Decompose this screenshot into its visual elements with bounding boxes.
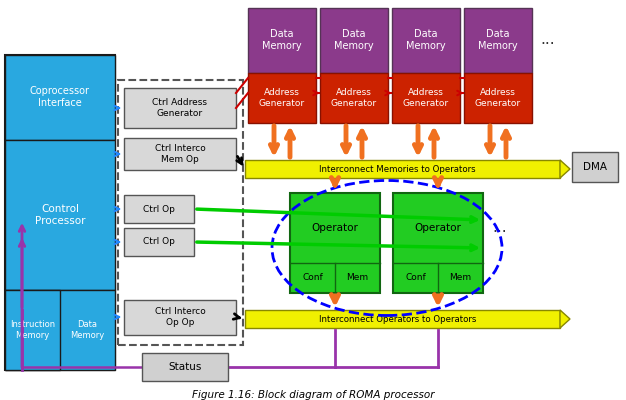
Text: Address
Generator: Address Generator: [403, 88, 449, 108]
Text: Address
Generator: Address Generator: [259, 88, 305, 108]
Text: Data
Memory: Data Memory: [262, 29, 302, 51]
Text: ...: ...: [493, 220, 507, 236]
Text: DMA: DMA: [583, 162, 607, 172]
Text: Data
Memory: Data Memory: [406, 29, 446, 51]
Bar: [5, 290, 115, 370]
Bar: [124, 195, 194, 223]
Bar: [245, 160, 560, 178]
Bar: [393, 193, 483, 293]
Text: Address
Generator: Address Generator: [475, 88, 521, 108]
Bar: [118, 80, 243, 345]
Polygon shape: [560, 160, 570, 178]
Bar: [464, 73, 532, 123]
Text: Figure 1.16: Block diagram of ROMA processor: Figure 1.16: Block diagram of ROMA proce…: [192, 390, 434, 400]
Bar: [5, 55, 115, 370]
Bar: [124, 300, 236, 335]
Bar: [572, 152, 618, 182]
Text: Address
Generator: Address Generator: [331, 88, 377, 108]
Bar: [124, 138, 236, 170]
Text: Operator: Operator: [414, 223, 461, 233]
Bar: [392, 8, 460, 73]
Bar: [245, 310, 560, 328]
Bar: [464, 8, 532, 73]
Text: ...: ...: [541, 32, 555, 48]
Text: Interconnect Memories to Operators: Interconnect Memories to Operators: [319, 164, 476, 174]
Text: Operator: Operator: [312, 223, 359, 233]
Bar: [248, 8, 316, 73]
Text: Mem: Mem: [346, 274, 369, 282]
Text: Ctrl Interco
Mem Op: Ctrl Interco Mem Op: [155, 144, 205, 164]
Polygon shape: [560, 310, 570, 328]
Text: Data
Memory: Data Memory: [478, 29, 518, 51]
Text: Ctrl Op: Ctrl Op: [143, 204, 175, 214]
Bar: [5, 55, 115, 140]
Text: Coprocessor
Interface: Coprocessor Interface: [30, 86, 90, 108]
Bar: [142, 353, 228, 381]
Bar: [124, 88, 236, 128]
Text: Ctrl Op: Ctrl Op: [143, 238, 175, 246]
Text: Data
Memory: Data Memory: [334, 29, 374, 51]
Text: Ctrl Address
Generator: Ctrl Address Generator: [153, 98, 207, 118]
Bar: [290, 193, 380, 293]
Text: Ctrl Interco
Op Op: Ctrl Interco Op Op: [155, 307, 205, 327]
Text: Status: Status: [168, 362, 202, 372]
Text: Interconnect Operators to Operators: Interconnect Operators to Operators: [319, 314, 476, 324]
Text: Conf: Conf: [405, 274, 426, 282]
Text: Data
Memory: Data Memory: [70, 320, 105, 340]
Bar: [5, 140, 115, 290]
Text: Mem: Mem: [449, 274, 471, 282]
Text: Instruction
Memory: Instruction Memory: [10, 320, 55, 340]
Bar: [5, 290, 60, 370]
Bar: [320, 73, 388, 123]
Bar: [320, 8, 388, 73]
Bar: [248, 73, 316, 123]
Text: Conf: Conf: [302, 274, 323, 282]
Bar: [392, 73, 460, 123]
Text: Control
Processor: Control Processor: [35, 204, 85, 226]
Bar: [124, 228, 194, 256]
